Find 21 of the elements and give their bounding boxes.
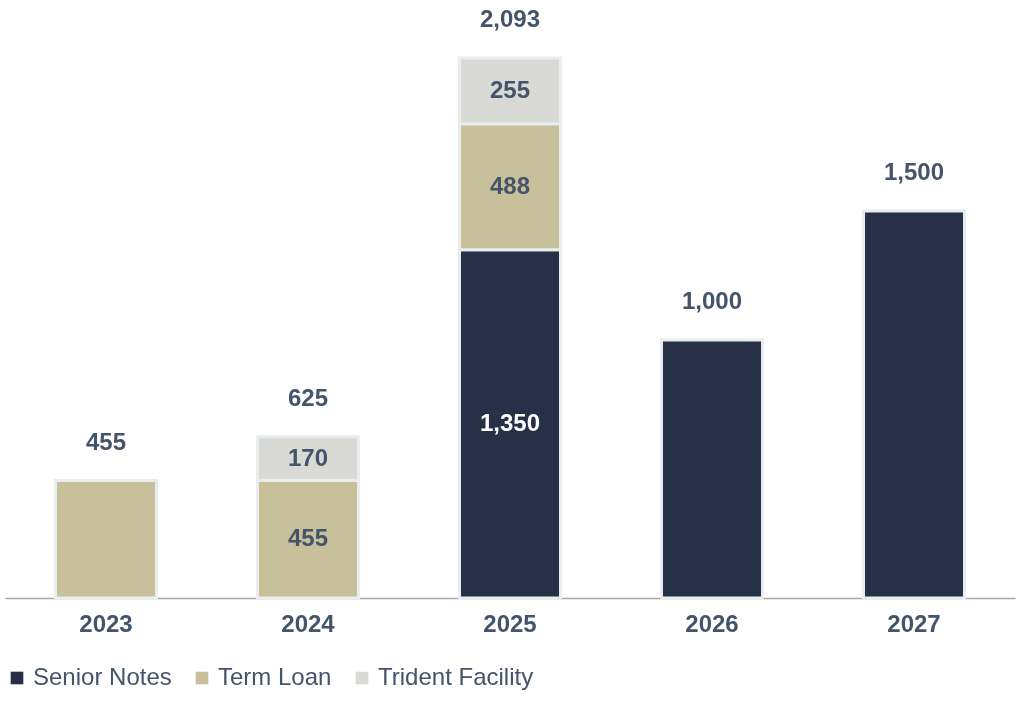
data-label: 170 — [287, 443, 329, 471]
total-label: 1,000 — [681, 287, 743, 314]
x-tick-label: 2025 — [483, 609, 537, 637]
data-label: 455 — [287, 524, 329, 552]
legend-label: Term Loan — [218, 663, 332, 690]
x-tick-label: 2027 — [887, 609, 941, 637]
data-label: 1,350 — [479, 408, 541, 436]
bar — [862, 209, 966, 600]
data-label: 488 — [489, 171, 531, 199]
total-label: 455 — [85, 427, 127, 455]
x-tick-label: 2026 — [685, 609, 739, 637]
total-label: 2,093 — [479, 5, 541, 32]
bar — [660, 338, 764, 600]
total-label: 625 — [287, 383, 329, 411]
legend-label: Trident Facility — [378, 663, 534, 690]
x-tick-label: 2023 — [79, 609, 133, 637]
bar — [54, 479, 158, 600]
data-label: 255 — [489, 75, 531, 103]
legend-label: Senior Notes — [33, 663, 172, 690]
x-tick-label: 2024 — [281, 609, 336, 637]
total-label: 1,500 — [883, 158, 945, 185]
